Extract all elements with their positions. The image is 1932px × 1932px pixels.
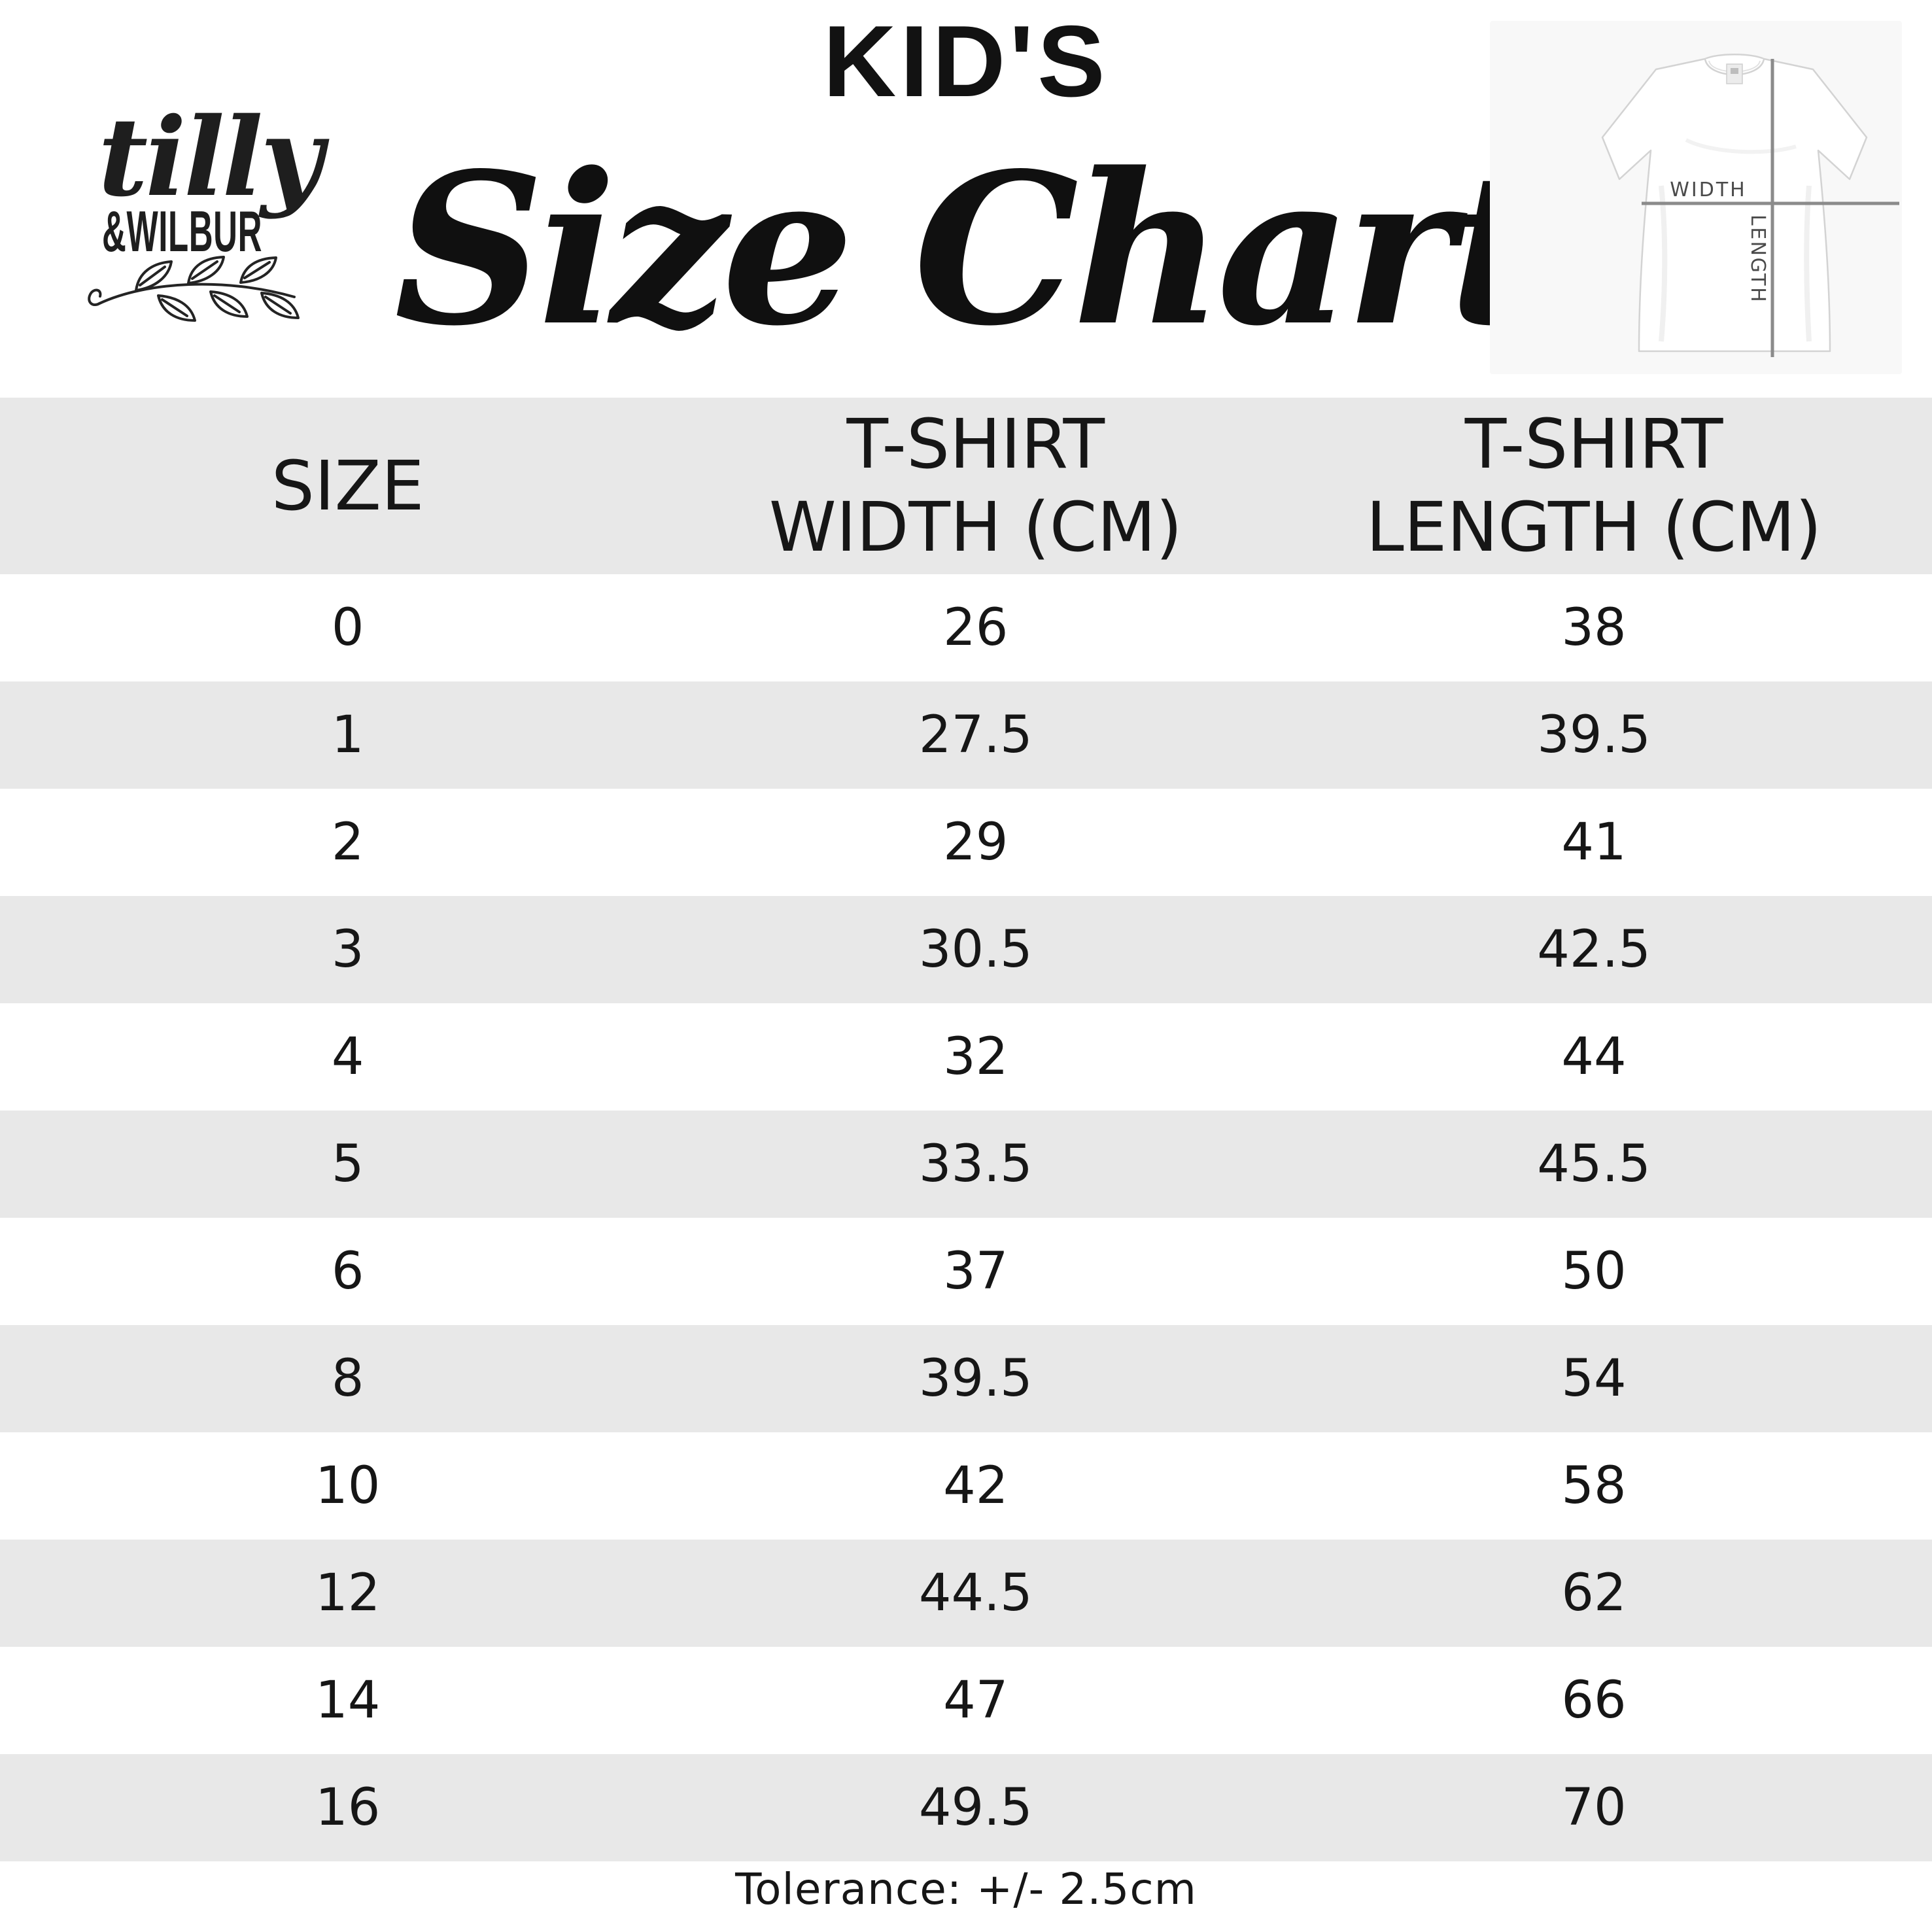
brand-caps-name: &WILBUR — [102, 199, 263, 264]
cell-length: 45.5 — [1537, 1135, 1651, 1194]
cell-size: 12 — [315, 1564, 381, 1623]
cell-length: 38 — [1561, 598, 1627, 657]
cell-width: 39.5 — [918, 1349, 1033, 1408]
table-body: 0 26 38 1 27.5 39.5 2 29 41 3 30.5 42.5 … — [0, 574, 1932, 1861]
cell-width: 26 — [943, 598, 1009, 657]
cell-length: 58 — [1561, 1457, 1627, 1515]
cell-size: 16 — [315, 1778, 381, 1837]
cell-length: 54 — [1561, 1349, 1627, 1408]
table-header: SIZE T-SHIRT WIDTH (CM) T-SHIRT LENGTH (… — [0, 398, 1932, 574]
cell-size: 6 — [331, 1242, 364, 1301]
table-row: 12 44.5 62 — [0, 1540, 1932, 1647]
tolerance-note: Tolerance: +/- 2.5cm — [735, 1864, 1197, 1914]
title-kicker: KID'S — [823, 5, 1109, 118]
brand-logo: tilly &WILBUR — [0, 0, 340, 340]
cell-width: 44.5 — [918, 1564, 1033, 1623]
cell-width: 42 — [943, 1457, 1009, 1515]
cell-width: 37 — [943, 1242, 1009, 1301]
fold-shadow — [1804, 185, 1812, 342]
cell-length: 70 — [1561, 1778, 1627, 1837]
fold-shadow — [1659, 185, 1668, 342]
table-row: 0 26 38 — [0, 574, 1932, 681]
tshirt-measurement-diagram: WIDTH LENGTH — [1490, 21, 1902, 374]
header-cell-width: T-SHIRT WIDTH (CM) — [695, 403, 1256, 569]
cell-length: 50 — [1561, 1242, 1627, 1301]
cell-size: 0 — [331, 598, 364, 657]
width-label: WIDTH — [1670, 179, 1747, 201]
table-row: 5 33.5 45.5 — [0, 1111, 1932, 1218]
cell-width: 49.5 — [918, 1778, 1033, 1837]
cell-size: 14 — [315, 1671, 381, 1730]
cell-width: 32 — [943, 1027, 1009, 1086]
cell-width: 30.5 — [918, 920, 1033, 979]
header-label-line2: LENGTH (CM) — [1366, 487, 1822, 567]
cell-size: 5 — [331, 1135, 364, 1194]
neck-label-print — [1731, 68, 1738, 74]
table-row: 3 30.5 42.5 — [0, 896, 1932, 1003]
cell-size: 1 — [331, 706, 364, 765]
cell-length: 66 — [1561, 1671, 1627, 1730]
header-label-line2: WIDTH (CM) — [768, 487, 1182, 567]
fold-shadow — [1685, 138, 1797, 154]
brand-script-name: tilly — [98, 94, 323, 220]
cell-width: 47 — [943, 1671, 1009, 1730]
table-row: 8 39.5 54 — [0, 1325, 1932, 1432]
header-label: SIZE — [271, 445, 424, 526]
header-cell-size: SIZE — [0, 445, 695, 528]
cell-size: 8 — [331, 1349, 364, 1408]
table-row: 6 37 50 — [0, 1218, 1932, 1325]
header-cell-length: T-SHIRT LENGTH (CM) — [1256, 403, 1932, 569]
cell-length: 41 — [1561, 813, 1627, 872]
cell-width: 27.5 — [918, 706, 1033, 765]
laurel-branch-icon — [88, 256, 300, 322]
header-label-line1: T-SHIRT — [846, 404, 1105, 485]
table-row: 2 29 41 — [0, 789, 1932, 896]
page-title: Size Chart — [394, 127, 1545, 371]
cell-size: 2 — [331, 813, 364, 872]
cell-length: 42.5 — [1537, 920, 1651, 979]
size-table: SIZE T-SHIRT WIDTH (CM) T-SHIRT LENGTH (… — [0, 398, 1932, 1861]
cell-length: 62 — [1561, 1564, 1627, 1623]
table-row: 4 32 44 — [0, 1003, 1932, 1111]
cell-length: 44 — [1561, 1027, 1627, 1086]
table-row: 16 49.5 70 — [0, 1754, 1932, 1861]
cell-length: 39.5 — [1537, 706, 1651, 765]
table-row: 10 42 58 — [0, 1432, 1932, 1540]
length-label: LENGTH — [1746, 215, 1769, 303]
cell-size: 4 — [331, 1027, 364, 1086]
cell-width: 29 — [943, 813, 1009, 872]
cell-size: 3 — [331, 920, 364, 979]
cell-size: 10 — [315, 1457, 381, 1515]
table-row: 1 27.5 39.5 — [0, 681, 1932, 789]
cell-width: 33.5 — [918, 1135, 1033, 1194]
header-label-line1: T-SHIRT — [1464, 404, 1723, 485]
table-row: 14 47 66 — [0, 1647, 1932, 1754]
